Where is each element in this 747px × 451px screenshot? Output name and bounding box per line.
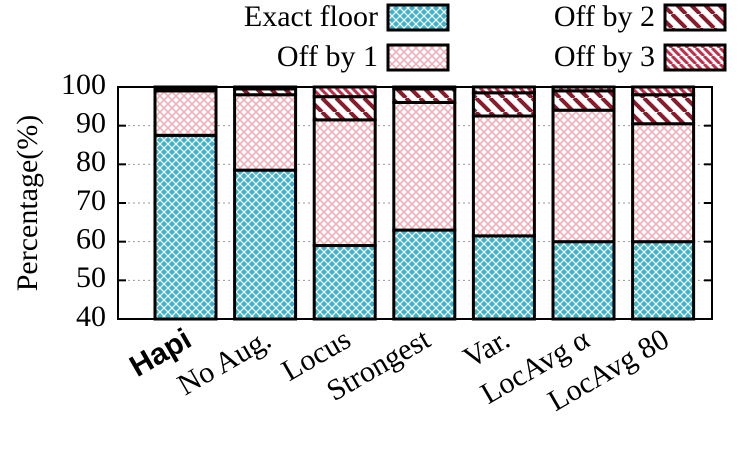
y-tick-label: 80 [76, 145, 106, 178]
bar-segment [233, 93, 298, 172]
bar-segment [631, 85, 696, 97]
legend-swatch [663, 43, 727, 72]
bar-segment [471, 91, 536, 118]
x-tick-label: No Aug. [172, 322, 277, 401]
bar-segment [471, 234, 536, 321]
legend-label: Off by 3 [554, 40, 655, 73]
bar-segment [392, 228, 457, 321]
plot-frame [117, 86, 713, 320]
bar-segment [153, 89, 218, 137]
y-tick-label: 90 [76, 107, 106, 140]
y-tick-label: 100 [61, 68, 106, 101]
bar-segment [392, 87, 457, 104]
y-axis-label: Percentage(%) [11, 115, 44, 292]
bar-segment [471, 114, 536, 238]
y-tick-label: 50 [76, 261, 106, 294]
legend-label: Off by 2 [554, 0, 655, 33]
bar-segment [312, 244, 377, 321]
bar-segment [551, 89, 616, 112]
bar-segment [312, 85, 377, 99]
bar-segment [551, 108, 616, 244]
bar-segment [312, 118, 377, 248]
bar-segment [631, 122, 696, 244]
legend-label: Off by 1 [277, 40, 378, 73]
bar-segment [631, 93, 696, 126]
y-tick-label: 70 [76, 184, 106, 217]
legend-swatch [663, 3, 727, 32]
y-tick-label: 60 [76, 223, 106, 256]
bar-segment [153, 133, 218, 321]
bar-segment [631, 240, 696, 321]
bar-segment [233, 168, 298, 321]
legend-swatch [386, 43, 450, 72]
legend-swatch [386, 3, 450, 32]
bar-segment [392, 100, 457, 232]
bar-segment [551, 240, 616, 321]
y-tick-label: 40 [76, 300, 106, 333]
legend-label: Exact floor [244, 0, 378, 33]
bar-segment [312, 95, 377, 122]
